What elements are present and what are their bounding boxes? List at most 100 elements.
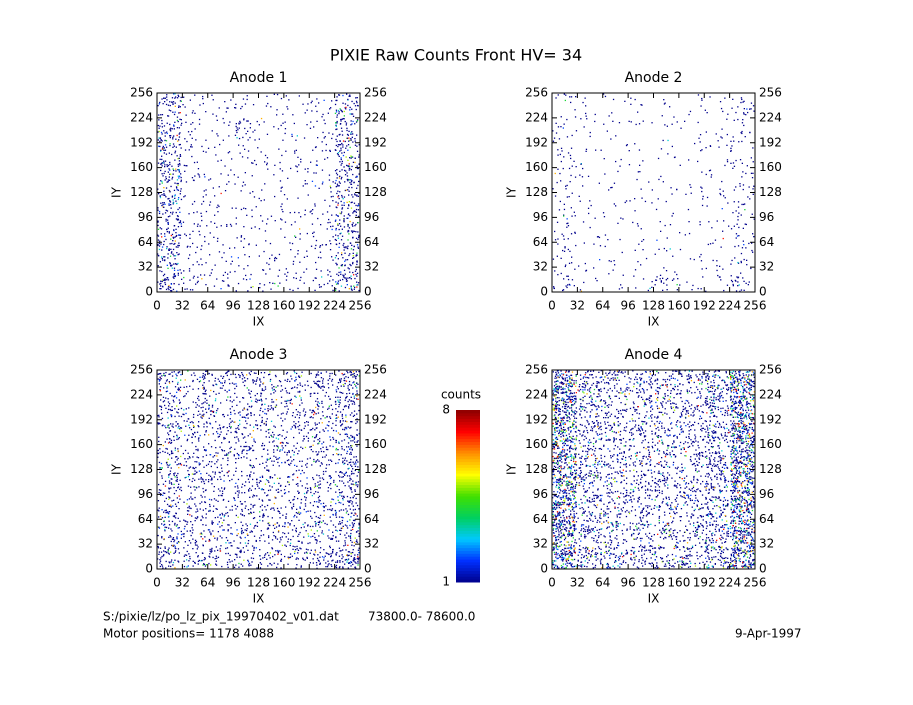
- pixel-dot: [157, 373, 159, 375]
- pixel-dot: [174, 503, 177, 505]
- pixel-dot: [344, 459, 346, 461]
- pixel-dot: [335, 462, 337, 465]
- pixel-dot: [169, 392, 171, 395]
- pixel-dot: [329, 398, 331, 400]
- pixel-dot: [345, 147, 347, 149]
- pixel-dot: [350, 446, 352, 449]
- pixel-dot: [167, 286, 170, 288]
- pixel-dot: [309, 457, 311, 459]
- pixel-dot: [617, 222, 619, 224]
- pixel-dot: [352, 415, 355, 417]
- pixel-dot: [185, 393, 187, 395]
- pixel-dot: [307, 437, 310, 439]
- pixel-dot: [570, 207, 572, 209]
- pixel-dot: [159, 125, 161, 127]
- pixel-dot: [217, 500, 219, 502]
- pixel-dot: [185, 412, 187, 415]
- pixel-dot: [665, 200, 667, 203]
- pixel-dot: [157, 526, 159, 528]
- pixel-dot: [552, 188, 554, 190]
- pixel-dot: [341, 516, 343, 518]
- pixel-dot: [318, 405, 320, 408]
- pixel-dot: [164, 194, 166, 196]
- pixel-dot: [229, 418, 231, 420]
- pixel-dot: [167, 458, 169, 460]
- pixel-dot: [337, 195, 340, 197]
- pixel-dot: [163, 550, 165, 552]
- pixel-dot: [743, 289, 745, 291]
- pixel-dot: [189, 254, 191, 256]
- pixel-dot: [173, 401, 175, 403]
- pixel-dot: [196, 548, 198, 550]
- pixel-dot: [634, 143, 636, 145]
- pixel-dot: [186, 439, 188, 442]
- pixel-dot: [273, 386, 275, 388]
- pixel-dot: [160, 282, 162, 285]
- pixel-dot: [628, 164, 631, 166]
- pixel-dot: [214, 264, 216, 266]
- pixel-dot: [183, 413, 185, 416]
- pixel-dot: [164, 212, 167, 214]
- pixel-dot: [334, 257, 337, 259]
- pixel-dot: [617, 170, 619, 173]
- pixel-dot: [237, 494, 239, 496]
- pixel-dot: [289, 523, 291, 525]
- pixel-dot: [212, 384, 214, 386]
- pixel-dot: [319, 487, 321, 489]
- pixel-dot: [351, 194, 353, 196]
- pixel-dot: [227, 370, 229, 373]
- pixel-dot: [752, 172, 754, 174]
- pixel-dot: [282, 447, 284, 449]
- pixel-dot: [296, 516, 298, 518]
- pixel-dot: [185, 554, 188, 556]
- pixel-dot: [556, 181, 558, 184]
- pixel-dot: [196, 225, 199, 227]
- pixel-dot: [174, 97, 176, 99]
- pixel-dot: [259, 549, 261, 551]
- pixel-dot: [264, 412, 266, 415]
- pixel-dot: [293, 436, 295, 439]
- pixel-dot: [345, 472, 347, 474]
- pixel-dot: [329, 149, 331, 152]
- pixel-dot: [239, 542, 242, 544]
- pixel-dot: [248, 243, 250, 246]
- pixel-dot: [203, 413, 205, 415]
- pixel-dot: [199, 104, 201, 106]
- pixel-dot: [262, 513, 265, 515]
- pixel-dot: [269, 477, 271, 479]
- colorbar-swatch: [456, 518, 480, 523]
- pixel-dot: [203, 530, 205, 532]
- pixel-dot: [164, 259, 166, 262]
- pixel-dot: [330, 509, 332, 511]
- pixel-dot: [196, 281, 199, 284]
- pixel-dot: [249, 424, 251, 426]
- pixel-dot: [350, 133, 352, 135]
- pixel-dot: [356, 134, 358, 136]
- pixel-dot: [289, 553, 292, 555]
- pixel-dot: [336, 153, 339, 155]
- pixel-dot: [165, 209, 167, 211]
- pixel-dot: [170, 252, 173, 254]
- pixel-dot: [167, 466, 169, 468]
- pixel-dot: [183, 270, 185, 272]
- pixel-dot: [318, 187, 320, 189]
- pixel-dot: [228, 559, 230, 561]
- pixel-dot: [669, 106, 671, 108]
- pixel-dot: [292, 503, 295, 505]
- pixel-dot: [749, 198, 751, 200]
- pixel-dot: [212, 471, 214, 473]
- pixel-dot: [287, 271, 289, 274]
- pixel-dot: [335, 536, 337, 538]
- pixel-dot: [168, 203, 170, 205]
- pixel-dot: [748, 242, 750, 245]
- pixel-dot: [726, 159, 729, 161]
- pixel-dot: [187, 544, 189, 546]
- pixel-dot: [165, 218, 167, 220]
- pixel-dot: [279, 541, 281, 543]
- pixel-dot: [322, 502, 325, 504]
- pixel-dot: [225, 372, 227, 375]
- pixel-dot: [709, 169, 712, 171]
- pixel-dot: [217, 549, 219, 551]
- pixel-dot: [179, 154, 181, 156]
- pixel-dot: [278, 465, 280, 467]
